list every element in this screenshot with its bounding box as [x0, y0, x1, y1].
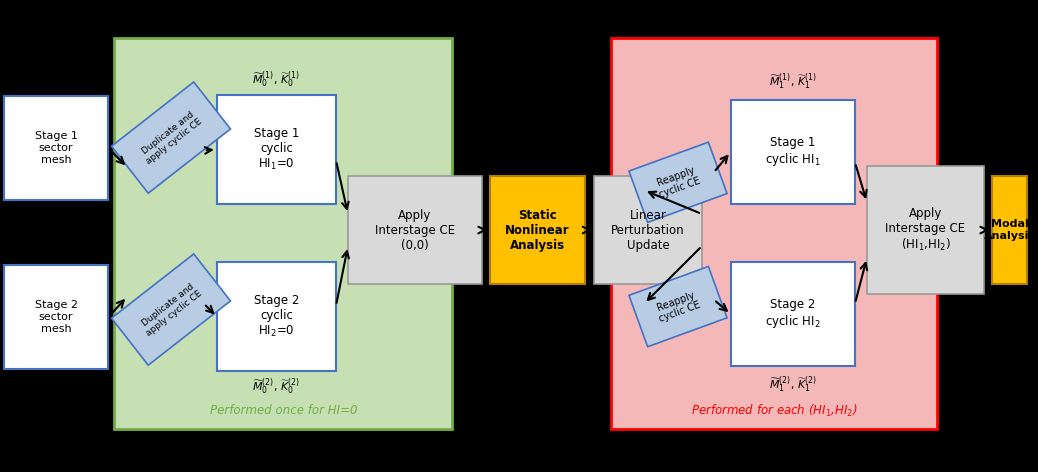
Text: Stage 1
sector
mesh: Stage 1 sector mesh — [34, 131, 78, 165]
Text: Linear
Perturbation
Update: Linear Perturbation Update — [611, 209, 685, 252]
Text: Duplicate and
apply cyclic CE: Duplicate and apply cyclic CE — [138, 109, 203, 166]
FancyBboxPatch shape — [4, 96, 108, 200]
FancyBboxPatch shape — [867, 167, 984, 294]
Text: Apply
Interstage CE
(HI$_1$,HI$_2$): Apply Interstage CE (HI$_1$,HI$_2$) — [885, 207, 965, 253]
FancyBboxPatch shape — [217, 262, 336, 371]
Text: Stage 2
cyclic HI$_2$: Stage 2 cyclic HI$_2$ — [765, 298, 821, 330]
Text: Duplicate and
apply cyclic CE: Duplicate and apply cyclic CE — [138, 281, 203, 338]
Polygon shape — [111, 254, 230, 365]
Text: $\widetilde{M}_0^{(2)}$, $\widetilde{K}_0^{(2)}$: $\widetilde{M}_0^{(2)}$, $\widetilde{K}_… — [252, 376, 300, 396]
FancyBboxPatch shape — [611, 38, 937, 429]
Text: Performed for each (HI$_1$,HI$_2$): Performed for each (HI$_1$,HI$_2$) — [691, 403, 857, 419]
Text: Stage 1
cyclic
HI$_1$=0: Stage 1 cyclic HI$_1$=0 — [253, 127, 299, 172]
Text: Reapply
cyclic CE: Reapply cyclic CE — [654, 165, 702, 200]
FancyBboxPatch shape — [595, 177, 702, 284]
FancyBboxPatch shape — [217, 95, 336, 204]
Text: Performed once for HI=0: Performed once for HI=0 — [210, 405, 357, 417]
Text: Stage 1
cyclic HI$_1$: Stage 1 cyclic HI$_1$ — [765, 136, 821, 168]
FancyBboxPatch shape — [348, 177, 483, 284]
Polygon shape — [629, 266, 727, 347]
FancyBboxPatch shape — [731, 100, 855, 204]
FancyBboxPatch shape — [4, 265, 108, 369]
Text: Stage 2
sector
mesh: Stage 2 sector mesh — [34, 300, 78, 334]
Text: Apply
Interstage CE
(0,0): Apply Interstage CE (0,0) — [375, 209, 455, 252]
Text: Modal
Analysis: Modal Analysis — [984, 219, 1036, 241]
Text: Static
Nonlinear
Analysis: Static Nonlinear Analysis — [506, 209, 570, 252]
Polygon shape — [111, 82, 230, 193]
Text: $\widetilde{M}_1^{(1)}$, $\widetilde{K}_1^{(1)}$: $\widetilde{M}_1^{(1)}$, $\widetilde{K}_… — [769, 72, 817, 93]
Text: Stage 2
cyclic
HI$_2$=0: Stage 2 cyclic HI$_2$=0 — [253, 294, 299, 339]
FancyBboxPatch shape — [114, 38, 453, 429]
FancyBboxPatch shape — [490, 177, 584, 284]
Text: $\widetilde{M}_0^{(1)}$, $\widetilde{K}_0^{(1)}$: $\widetilde{M}_0^{(1)}$, $\widetilde{K}_… — [252, 69, 300, 90]
FancyBboxPatch shape — [992, 177, 1027, 284]
Text: Reapply
cyclic CE: Reapply cyclic CE — [654, 289, 702, 324]
FancyBboxPatch shape — [731, 262, 855, 366]
Text: $\widetilde{M}_1^{(2)}$, $\widetilde{K}_1^{(2)}$: $\widetilde{M}_1^{(2)}$, $\widetilde{K}_… — [769, 374, 817, 395]
Polygon shape — [629, 142, 727, 222]
